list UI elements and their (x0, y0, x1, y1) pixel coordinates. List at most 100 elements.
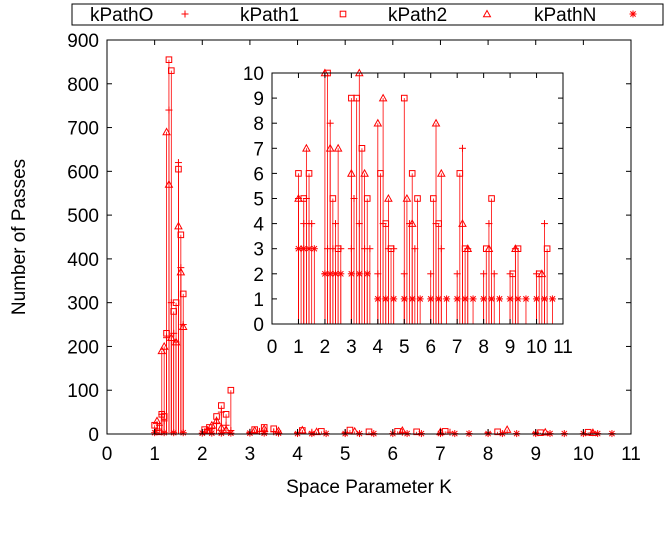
main-point (171, 337, 181, 346)
main-point (221, 425, 231, 433)
main-point-shape (159, 341, 169, 350)
inset-point (511, 244, 520, 252)
main-point (152, 416, 162, 425)
main-point (160, 429, 168, 437)
main-point-shape (179, 290, 187, 298)
inset-point-shape (414, 195, 421, 202)
inset-point (355, 270, 363, 278)
legend-marker-shape (339, 10, 347, 18)
main-plot: 0 1 2 3 4 5 6 7 8 9 10 1101002003004005006007008009… (67, 31, 641, 465)
inset-point (363, 270, 371, 278)
main-xtick-label: 9 (530, 444, 541, 465)
inset-point-shape (347, 168, 356, 177)
main-point-shape (174, 221, 183, 230)
inset-point (374, 295, 382, 303)
inset-point-d (356, 270, 363, 277)
legend-marker-shape (482, 9, 492, 18)
main-point (179, 429, 187, 437)
inset-point-d (332, 270, 339, 277)
main-point-shape (222, 411, 230, 418)
inset-point-d (454, 295, 461, 302)
main-point-d (208, 430, 215, 437)
main-ytick-label: 100 (67, 381, 99, 402)
main-point (250, 425, 260, 434)
main-point (174, 159, 182, 167)
inset-point (548, 295, 556, 303)
inset-point (416, 295, 424, 303)
legend-label: kPath1 (240, 5, 299, 26)
main-point (179, 290, 187, 298)
inset-point-shape (402, 193, 412, 202)
inset-point (302, 143, 311, 152)
main-point (218, 402, 225, 409)
main-point (312, 427, 321, 436)
main-point (397, 425, 407, 434)
main-point-shape (212, 416, 221, 425)
main-point (346, 426, 354, 434)
inset-point-d (522, 295, 529, 302)
inset-point-shape (511, 244, 520, 252)
inset-point (537, 269, 547, 278)
inset-point-d (374, 295, 381, 302)
y-axis-label: Number of Passes (9, 159, 30, 315)
inset-point (295, 170, 302, 177)
inset-point-shape (378, 93, 388, 102)
legend-item-kPathO: kPathO (90, 5, 189, 26)
inset-point (407, 219, 417, 227)
main-point-shape (178, 322, 188, 331)
main-point (217, 429, 225, 437)
inset-point (480, 295, 488, 303)
inset-point-d (300, 245, 307, 252)
main-point-shape (397, 425, 407, 434)
inset-point (325, 143, 335, 152)
inset-ytick-label: 5 (253, 190, 264, 211)
inset-xtick-label: 11 (553, 337, 573, 358)
main-point (208, 429, 216, 437)
inset-point-d (507, 295, 514, 302)
main-point-shape (157, 346, 167, 355)
legend-marker (482, 9, 492, 18)
main-point (157, 346, 167, 355)
legend-label: kPathO (90, 5, 153, 26)
inset-point (310, 245, 318, 253)
main-point (260, 429, 268, 437)
main-point (202, 425, 212, 434)
inset-point-shape (431, 118, 441, 127)
inset-point-d (409, 295, 416, 302)
inset-point-shape (408, 170, 416, 177)
main-point (502, 425, 512, 433)
main-xtick-label: 5 (340, 444, 351, 465)
main-xtick-label: 6 (388, 444, 399, 465)
inset-point (414, 195, 421, 202)
main-point (162, 127, 171, 136)
main-ytick-label: 800 (67, 75, 99, 96)
legend-item-kPath2: kPath2 (388, 5, 492, 26)
inset-point (456, 170, 464, 177)
main-point (207, 420, 217, 429)
main-point-shape (502, 425, 512, 433)
inset-point-d (382, 295, 389, 302)
main-ytick-label: 300 (67, 294, 99, 315)
main-point-d (275, 430, 282, 437)
inset-point (360, 168, 369, 177)
inset-point-d (337, 270, 344, 277)
inset-point (506, 295, 514, 303)
main-ytick-label: 700 (67, 119, 99, 140)
main-xtick-label: 8 (483, 444, 494, 465)
inset-point-d (348, 270, 355, 277)
main-point-shape (207, 420, 217, 429)
inset-point-d (327, 270, 334, 277)
main-xtick-label: 11 (621, 444, 641, 465)
inset-point (333, 143, 343, 152)
main-point (227, 386, 235, 394)
inset-xtick-label: 8 (478, 337, 489, 358)
inset-point (514, 295, 522, 303)
main-point-shape (175, 165, 182, 173)
inset-point (543, 245, 551, 252)
inset-xtick-label: 10 (526, 337, 547, 358)
legend-item-kPathN: kPathN (534, 5, 637, 26)
main-point-shape (165, 56, 173, 64)
inset-point (435, 295, 443, 303)
